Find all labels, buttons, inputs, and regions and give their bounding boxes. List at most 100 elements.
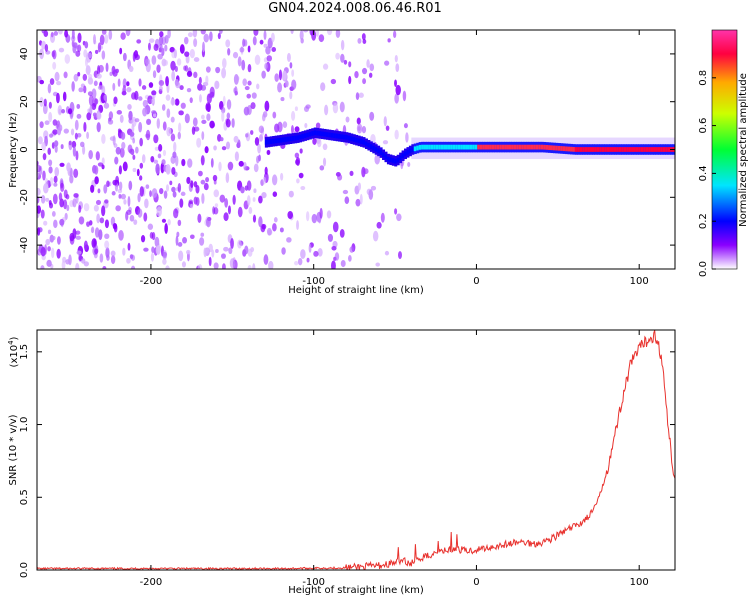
spectrogram-noise-cell xyxy=(261,113,266,122)
spectrogram-noise-cell xyxy=(165,265,170,269)
spectrogram-noise-cell xyxy=(76,250,82,255)
spectrogram-noise-cell xyxy=(385,125,390,131)
spectrogram-noise-cell xyxy=(143,212,148,222)
spectrogram-noise-cell xyxy=(306,257,310,263)
spectrogram-noise-cell xyxy=(287,211,294,219)
spectrogram-noise-cell xyxy=(75,235,81,240)
spectrogram-noise-cell xyxy=(143,247,149,252)
spectrogram-noise-cell xyxy=(355,92,360,100)
spectrogram-noise-cell xyxy=(42,103,48,115)
spectrogram-ridge-core xyxy=(323,131,327,137)
spectrogram-ridge-core xyxy=(284,137,288,142)
spectrogram-noise-cell xyxy=(200,114,205,120)
spectrogram-noise-cell xyxy=(109,136,116,141)
spectrogram-noise-cell xyxy=(210,158,214,168)
spectrogram-ridge-core xyxy=(399,155,403,161)
spectrogram-noise-cell xyxy=(198,76,202,85)
colorbar-tick-label: 0.0 xyxy=(698,261,709,277)
spectrogram-noise-cell xyxy=(179,85,184,91)
spectrogram-noise-cell xyxy=(144,198,149,209)
spectrogram-noise-cell xyxy=(39,79,45,85)
spectrogram-noise-cell xyxy=(132,154,136,160)
spectrogram-noise-cell xyxy=(135,146,139,154)
spectrogram-noise-cell xyxy=(259,39,264,45)
spectrogram-noise-cell xyxy=(304,123,308,129)
spectrogram-noise-cell xyxy=(316,30,319,37)
spectrogram-noise-cell xyxy=(288,190,294,198)
spectrogram-noise-cell xyxy=(234,151,239,162)
spectrogram-ridge-core xyxy=(548,145,552,150)
spectrogram-ridge-core xyxy=(626,147,630,152)
spectrogram-noise-cell xyxy=(136,39,142,44)
spectrogram-ridge-core xyxy=(530,144,534,150)
spectrogram-ridge-core xyxy=(587,147,591,152)
spectrogram-noise-cell xyxy=(53,31,59,36)
spectrogram-noise-cell xyxy=(331,245,337,251)
spectrogram-noise-cell xyxy=(51,210,56,217)
spectrogram-noise-cell xyxy=(170,133,176,142)
spectrogram-ridge-core xyxy=(589,147,593,152)
spectrogram-noise-cell xyxy=(361,126,367,134)
spectrogram-noise-cell xyxy=(219,194,226,203)
spectrogram-noise-cell xyxy=(48,101,52,109)
spectrogram-noise-cell xyxy=(127,144,133,153)
spectrogram-noise-cell xyxy=(224,197,229,208)
spectrogram-noise-cell xyxy=(383,116,387,127)
spectrogram-ridge-core xyxy=(438,144,442,150)
spectrogram-ridge-core xyxy=(338,133,342,139)
spectrogram-noise-cell xyxy=(300,186,306,191)
spectrogram-noise-cell xyxy=(160,162,165,174)
spectrogram-noise-cell xyxy=(322,63,329,70)
spectrogram-ridge-core xyxy=(372,145,376,151)
spectrogram-noise-cell xyxy=(252,263,256,269)
spectrogram-noise-cell xyxy=(189,234,195,240)
spectrogram-noise-cell xyxy=(181,261,186,268)
spectrogram-noise-cell xyxy=(128,110,133,121)
spectrogram-noise-cell xyxy=(154,146,159,151)
spectrogram-noise-cell xyxy=(250,130,254,135)
spectrogram-noise-cell xyxy=(362,39,367,44)
spectrogram-ridge-core xyxy=(662,147,666,152)
spectrogram-noise-cell xyxy=(134,54,140,61)
spectrogram-noise-cell xyxy=(67,108,73,115)
spectrogram-noise-cell xyxy=(118,194,122,199)
spectrogram-noise-cell xyxy=(199,94,202,103)
spectrogram-noise-cell xyxy=(332,102,339,114)
spectrogram-noise-cell xyxy=(264,62,268,70)
spectrogram-noise-cell xyxy=(103,102,110,109)
spectrogram-noise-cell xyxy=(153,134,159,144)
spectrogram-noise-cell xyxy=(157,53,163,60)
spectrogram-noise-cell xyxy=(167,30,171,39)
spectrogram-noise-cell xyxy=(48,159,53,167)
spectrogram-noise-cell xyxy=(59,162,65,167)
spectrogram-noise-cell xyxy=(169,46,175,53)
spectrogram-ridge-core xyxy=(406,149,410,155)
spectrogram-noise-cell xyxy=(127,242,131,251)
spectrogram-noise-cell xyxy=(68,140,72,146)
spectrogram-noise-cell xyxy=(356,117,361,125)
spectrogram-noise-cell xyxy=(201,131,205,141)
spectrogram-noise-cell xyxy=(96,112,102,120)
spectrogram-ridge-core xyxy=(506,144,510,150)
spectrogram-noise-cell xyxy=(250,102,256,110)
spectrogram-noise-cell xyxy=(132,137,136,144)
spectrogram-ridge-core xyxy=(357,138,361,144)
spectrogram-noise-cell xyxy=(213,189,220,198)
spectrogram-ridge-core xyxy=(535,144,539,150)
spectrogram-ridge-core xyxy=(648,147,652,152)
spectrogram-noise-cell xyxy=(102,266,107,269)
spectrogram-noise-cell xyxy=(47,229,52,235)
spectrogram-noise-cell xyxy=(320,82,326,92)
spectrogram-noise-cell xyxy=(262,176,267,185)
spectrogram-noise-cell xyxy=(37,136,43,145)
spectrogram-noise-cell xyxy=(142,107,148,117)
spectrogram-ridge-core xyxy=(655,147,659,152)
spectrogram-noise-cell xyxy=(246,195,251,206)
spectrogram-noise-cell xyxy=(395,84,401,96)
spectrogram-noise-cell xyxy=(122,161,128,172)
spectrogram-noise-cell xyxy=(62,91,67,102)
spectrogram-noise-cell xyxy=(147,223,154,230)
spectrogram-noise-cell xyxy=(149,190,152,198)
spectrogram-noise-cell xyxy=(197,83,203,91)
